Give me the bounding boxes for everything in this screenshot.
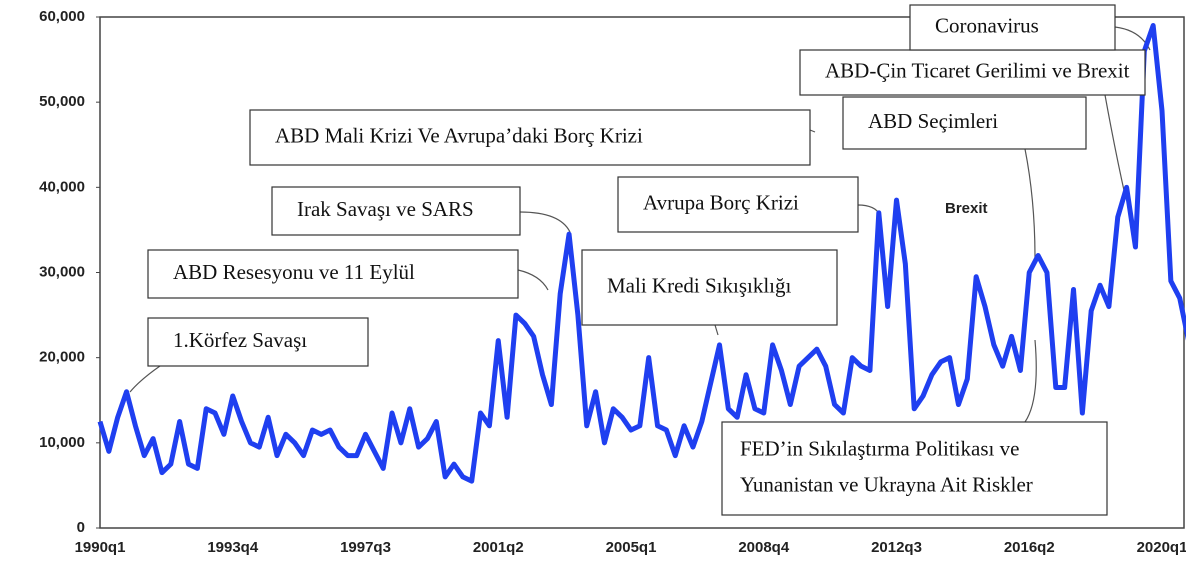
x-tick-label: 2020q1 xyxy=(1137,539,1186,556)
leader-line xyxy=(517,269,549,291)
annotation-box xyxy=(147,249,519,299)
y-tick-label: 20,000 xyxy=(39,349,85,366)
x-tick-label: 2005q1 xyxy=(606,539,657,556)
annotation-box xyxy=(271,186,521,236)
x-tick-label: 1997q3 xyxy=(340,539,391,556)
y-tick-label: 0 xyxy=(77,519,85,536)
annotation-box xyxy=(617,176,859,233)
annotation-text: ABD Seçimleri xyxy=(868,109,998,133)
annotation-text: ABD Resesyonu ve 11 Eylül xyxy=(173,260,415,284)
y-tick-label: 60,000 xyxy=(39,8,85,25)
leader-line xyxy=(1104,94,1126,196)
leader-line xyxy=(129,365,161,393)
annotation-text: Irak Savaşı ve SARS xyxy=(297,197,474,221)
leader-line xyxy=(1024,339,1037,423)
annotation-box xyxy=(909,4,1116,51)
brexit-label: Brexit xyxy=(945,200,988,217)
x-tick-label: 1993q4 xyxy=(207,539,259,556)
annotation-box xyxy=(799,49,1146,96)
y-tick-label: 10,000 xyxy=(39,434,85,451)
x-tick-label: 1990q1 xyxy=(75,539,126,556)
x-tick-label: 2016q2 xyxy=(1004,539,1055,556)
annotation-text: 1.Körfez Savaşı xyxy=(173,328,307,352)
leader-line xyxy=(714,324,719,336)
annotation-box xyxy=(721,421,1108,516)
annotation-text: FED’in Sıkılaştırma Politikası ve xyxy=(740,436,1019,460)
annotation-box xyxy=(842,96,1087,150)
x-tick-label: 2001q2 xyxy=(473,539,524,556)
annotation-box xyxy=(249,109,811,166)
annotation-text: Avrupa Borç Krizi xyxy=(643,190,799,214)
annotation-box xyxy=(581,249,838,326)
annotation-text: Mali Kredi Sıkışıklığı xyxy=(607,273,792,297)
y-tick-label: 50,000 xyxy=(39,93,85,110)
y-tick-label: 30,000 xyxy=(39,263,85,280)
leader-line xyxy=(809,129,816,133)
data-line xyxy=(97,23,1186,484)
annotation-text: ABD Mali Krizi Ve Avrupa’daki Borç Krizi xyxy=(275,123,643,147)
leader-line xyxy=(1024,148,1036,259)
annotation-text: ABD-Çin Ticaret Gerilimi ve Brexit xyxy=(825,58,1130,82)
x-tick-label: 2012q3 xyxy=(871,539,922,556)
y-tick-label: 40,000 xyxy=(39,178,85,195)
x-tick-label: 2008q4 xyxy=(738,539,790,556)
leader-line xyxy=(519,211,571,233)
annotation-text: Coronavirus xyxy=(935,13,1039,37)
annotation-box xyxy=(147,317,369,367)
annotation-text: Yunanistan ve Ukrayna Ait Riskler xyxy=(740,472,1033,496)
